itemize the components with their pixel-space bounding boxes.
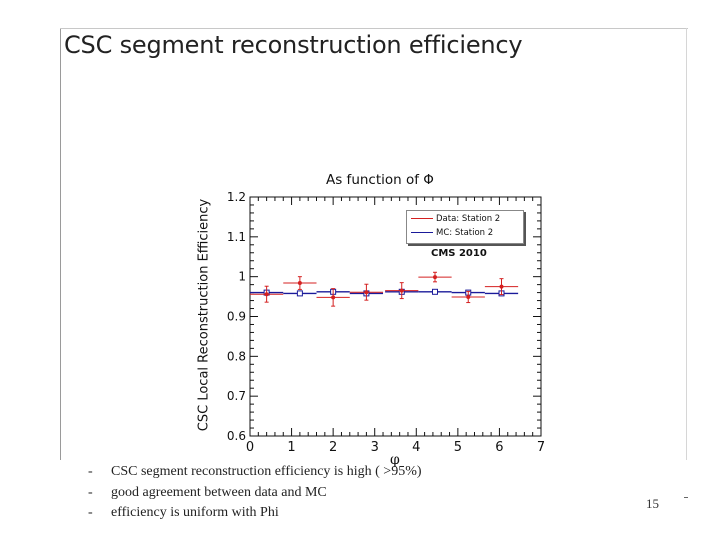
x-tick-label: 6 (495, 440, 503, 455)
bullet-list: - CSC segment reconstruction efficiency i… (88, 462, 422, 524)
x-tick-label: 4 (412, 440, 420, 455)
legend-swatch-mc (411, 232, 433, 233)
data-point-marker (432, 275, 437, 280)
data-point-marker (297, 281, 302, 286)
x-tick-label: 7 (537, 440, 545, 455)
x-tick-label: 5 (454, 440, 462, 455)
chart-legend: Data: Station 2 MC: Station 2 (406, 210, 524, 244)
y-tick-label: 1 (238, 270, 246, 284)
data-point-marker (466, 294, 471, 299)
legend-entry-mc: MC: Station 2 (411, 228, 493, 242)
legend-entry-data: Data: Station 2 (411, 214, 500, 228)
mc-point-marker (296, 290, 303, 297)
data-point-marker (499, 284, 504, 289)
y-tick-label: 1.1 (227, 230, 246, 244)
x-tick-label: 0 (246, 440, 254, 455)
data-point-marker (331, 295, 336, 300)
chart-title: As function of Φ (326, 172, 434, 188)
bullet-item: - good agreement between data and MC (88, 484, 327, 500)
slide-corner-mark (684, 497, 688, 498)
page-number: 15 (646, 496, 659, 511)
legend-swatch-data (411, 218, 433, 219)
bullet-item: - efficiency is uniform with Phi (88, 505, 279, 520)
y-tick-label: 0.7 (227, 389, 246, 403)
mc-point-marker (431, 288, 438, 295)
y-tick-label: 0.6 (227, 429, 246, 443)
bullet-item: - CSC segment reconstruction efficiency i… (88, 464, 422, 479)
slide-frame-right (686, 28, 687, 460)
x-tick-label: 2 (329, 440, 337, 455)
y-tick-label: 0.8 (227, 349, 246, 363)
slide-title: CSC segment reconstruction efficiency (64, 31, 523, 59)
cms-annotation: CMS 2010 (431, 248, 487, 259)
slide-frame-left (60, 28, 61, 460)
data-point-marker (399, 288, 404, 293)
x-tick-label: 1 (287, 440, 295, 455)
data-point-marker (264, 292, 269, 297)
slide-frame-top (60, 28, 688, 29)
y-tick-label: 1.2 (227, 190, 246, 204)
y-tick-label: 0.9 (227, 310, 246, 324)
x-tick-label: 3 (371, 440, 379, 455)
x-axis-label: φ (390, 452, 400, 468)
data-point-marker (364, 290, 369, 295)
